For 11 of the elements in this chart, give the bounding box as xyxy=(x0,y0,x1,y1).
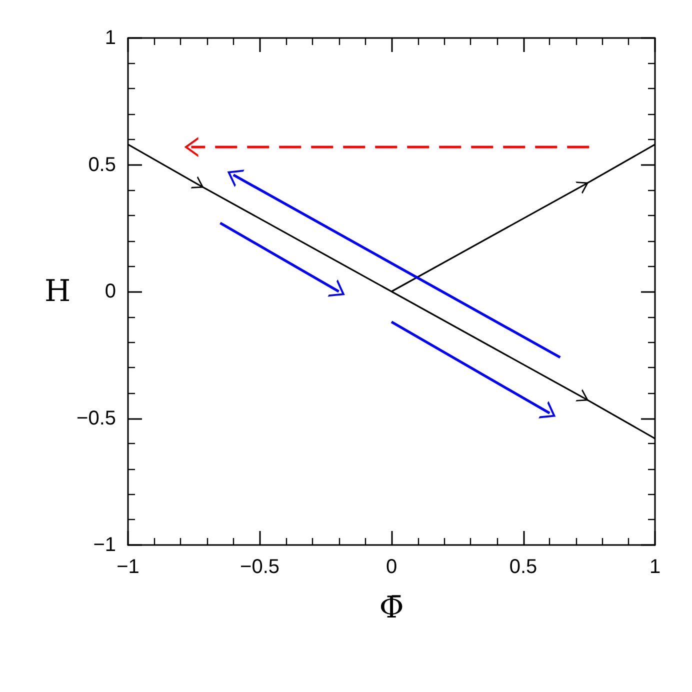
y-tick-label: 0 xyxy=(104,280,116,302)
y-tick-label: −1 xyxy=(93,534,116,556)
x-tick-label: 1 xyxy=(649,556,661,578)
x-tick-label: 0 xyxy=(386,556,398,578)
x-axis-title: Φ̄ xyxy=(379,590,404,626)
x-tick-label: 0.5 xyxy=(509,556,538,578)
y-tick-label: −0.5 xyxy=(76,407,116,430)
y-tick-label: 1 xyxy=(104,27,116,49)
y-axis-title: H xyxy=(44,274,71,309)
x-tick-label: −0.5 xyxy=(240,556,280,578)
y-tick-label: 0.5 xyxy=(88,154,116,176)
